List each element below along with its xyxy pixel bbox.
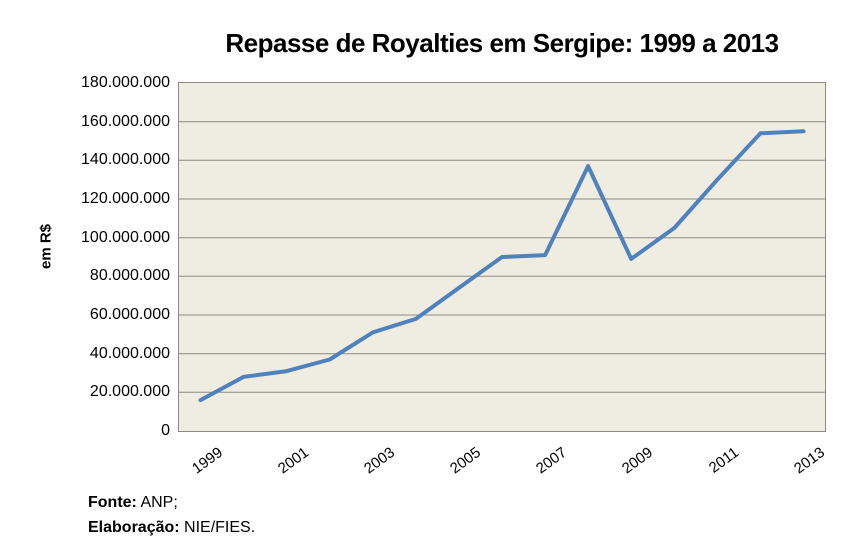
x-axis-tick-label: 2013 xyxy=(791,444,829,478)
chart-footer: Fonte: ANP; Elaboração: NIE/FIES. xyxy=(88,490,255,540)
y-axis-tick-label: 160.000.000 xyxy=(81,112,170,130)
elaboration-label: Elaboração: xyxy=(88,519,180,536)
elaboration-value: NIE/FIES. xyxy=(179,519,256,536)
chart-title: Repasse de Royalties em Sergipe: 1999 a … xyxy=(225,28,779,58)
source-value: ANP; xyxy=(136,494,178,511)
y-axis-tick-label: 0 xyxy=(161,422,170,439)
x-axis-tick-label: 2005 xyxy=(446,444,484,478)
y-axis-tick-label: 100.000.000 xyxy=(81,228,170,246)
x-axis-tick-label: 2011 xyxy=(706,444,743,477)
y-axis-tick-label: 120.000.000 xyxy=(81,190,170,207)
plot-area xyxy=(178,82,826,432)
y-axis-tick-label: 40.000.000 xyxy=(89,344,170,362)
y-axis-tick-label: 80.000.000 xyxy=(89,267,170,285)
y-axis-tick-label: 60.000.000 xyxy=(89,306,170,323)
elaboration-line: Elaboração: NIE/FIES. xyxy=(88,515,255,540)
y-axis-tick-label: 20.000.000 xyxy=(89,383,170,401)
source-line: Fonte: ANP; xyxy=(88,490,255,515)
y-axis-tick-label: 180.000.000 xyxy=(81,74,170,91)
x-axis-tick-label: 2007 xyxy=(533,444,571,478)
source-label: Fonte: xyxy=(88,494,137,511)
royalties-series-line xyxy=(198,129,806,403)
y-axis-tick-label: 140.000.000 xyxy=(81,151,170,169)
x-axis-tick-label: 2001 xyxy=(274,444,312,478)
x-axis-tick-label: 2003 xyxy=(360,444,398,478)
x-axis-tick-label: 1999 xyxy=(188,444,226,478)
gridlines xyxy=(179,121,825,393)
x-axis-tick-label: 2009 xyxy=(619,444,657,478)
